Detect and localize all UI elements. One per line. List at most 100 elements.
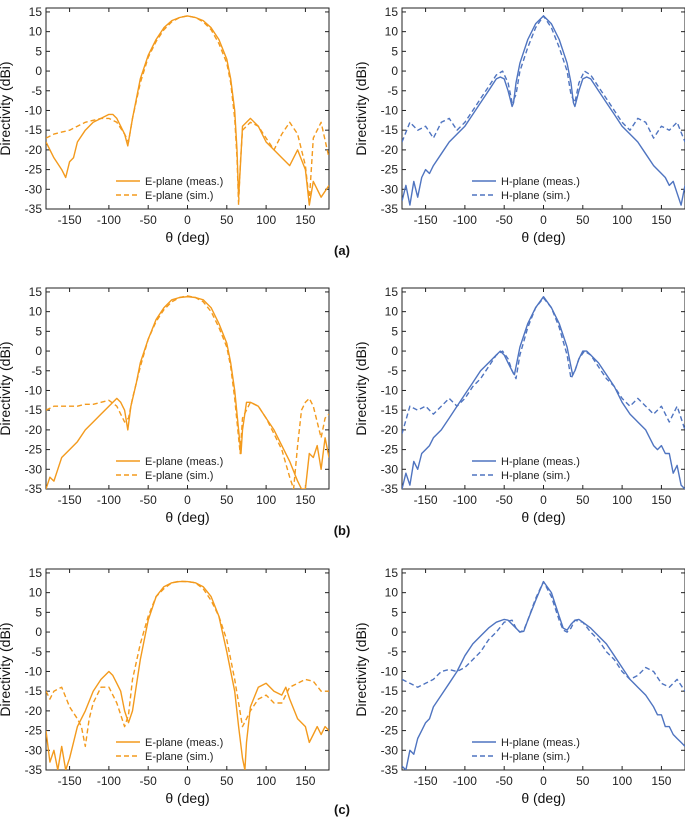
x-tick-label: 0 [540,493,547,507]
x-tick-label: 0 [184,213,191,227]
y-tick-label: -30 [381,462,399,476]
y-tick-label: 10 [29,305,43,319]
y-tick-label: -10 [381,664,399,678]
y-tick-label: -25 [381,724,399,738]
x-tick-label: -100 [97,493,121,507]
y-tick-label: -5 [31,84,42,98]
x-axis-label: θ (deg) [521,790,565,806]
x-tick-label: 50 [576,213,590,227]
legend-label: H-plane (sim.) [501,751,570,763]
series-line [46,580,329,748]
x-tick-label: 150 [295,213,315,227]
y-tick-label: -20 [381,704,399,718]
x-tick-label: -100 [453,213,477,227]
y-tick-label: 0 [35,625,42,639]
y-tick-label: 5 [391,324,398,338]
legend: E-plane (meas.) E-plane (sim.) [116,456,223,482]
x-tick-label: -50 [496,493,514,507]
x-tick-label: 100 [612,774,632,788]
x-tick-label: -150 [414,213,438,227]
y-tick-label: -20 [381,143,399,157]
series-line [46,15,329,206]
y-axis-label: Directivity (dBi) [353,622,369,716]
y-tick-label: -20 [381,423,399,437]
x-tick-label: -50 [140,774,158,788]
y-tick-label: 5 [35,605,42,619]
legend-label: H-plane (sim.) [501,190,570,202]
x-tick-label: 50 [220,213,234,227]
y-tick-label: -25 [381,163,399,177]
x-tick-label: 50 [220,774,234,788]
y-tick-label: -25 [381,443,399,457]
y-tick-label: -5 [31,364,42,378]
x-tick-label: -100 [453,774,477,788]
y-tick-label: 15 [385,566,399,580]
legend-label: H-plane (meas.) [501,176,580,188]
y-tick-label: -25 [25,443,43,457]
y-tick-label: -35 [25,202,43,216]
x-tick-label: -100 [97,213,121,227]
x-axis-label: θ (deg) [521,509,565,525]
y-tick-label: -15 [381,403,399,417]
panel-row0-e: -150 -100 -50 0 50 100 150-35-30-25-20-15-10-5… [0,5,330,245]
series-line [402,15,685,143]
x-tick-label: -50 [496,213,514,227]
y-tick-label: -30 [381,182,399,196]
x-tick-label: 100 [256,493,276,507]
x-tick-label: -150 [414,774,438,788]
legend-label: E-plane (meas.) [145,176,223,188]
x-tick-label: 100 [256,213,276,227]
y-tick-label: -15 [381,684,399,698]
panel-row1-e: -150 -100 -50 0 50 100 150-35-30-25-20-15-10-5… [0,285,330,525]
x-tick-label: 150 [295,774,315,788]
series-group [402,296,685,489]
x-tick-label: 0 [540,774,547,788]
series-line [46,15,329,206]
legend-label: E-plane (sim.) [145,190,213,202]
y-tick-label: 0 [35,64,42,78]
x-tick-label: 100 [256,774,276,788]
y-tick-label: 10 [29,586,43,600]
y-tick-label: 0 [35,344,42,358]
series-line [46,296,329,489]
legend: E-plane (meas.) E-plane (sim.) [116,176,223,202]
y-tick-label: 0 [391,344,398,358]
y-tick-label: -10 [25,664,43,678]
x-axis-label: θ (deg) [165,509,209,525]
legend-label: H-plane (sim.) [501,470,570,482]
y-tick-label: -30 [381,743,399,757]
legend: E-plane (meas.) E-plane (sim.) [116,737,223,763]
y-axis-label: Directivity (dBi) [0,61,13,155]
y-tick-label: -15 [381,123,399,137]
panel-label: (a) [334,243,350,258]
y-tick-label: 10 [385,586,399,600]
legend-label: E-plane (meas.) [145,456,223,468]
y-tick-label: -35 [381,202,399,216]
y-tick-label: 15 [29,566,43,580]
y-tick-label: 5 [391,44,398,58]
legend-label: E-plane (sim.) [145,470,213,482]
series-group [402,580,685,770]
x-axis-label: θ (deg) [521,229,565,245]
y-tick-label: -15 [25,403,43,417]
y-tick-label: 15 [29,285,43,299]
y-tick-label: -20 [25,143,43,157]
y-tick-label: -30 [25,743,43,757]
y-tick-label: -30 [25,182,43,196]
y-tick-label: 10 [29,25,43,39]
x-axis-label: θ (deg) [165,229,209,245]
x-tick-label: -150 [58,493,82,507]
x-tick-label: 100 [612,493,632,507]
y-tick-label: -35 [381,763,399,777]
x-tick-label: 50 [220,493,234,507]
legend: H-plane (meas.) H-plane (sim.) [472,737,580,763]
y-tick-label: -35 [25,763,43,777]
legend-label: E-plane (meas.) [145,737,223,749]
series-group [46,580,329,770]
y-tick-label: -5 [387,645,398,659]
y-tick-label: -5 [387,364,398,378]
series-line [402,297,685,434]
legend-label: E-plane (sim.) [145,751,213,763]
y-tick-label: -25 [25,724,43,738]
